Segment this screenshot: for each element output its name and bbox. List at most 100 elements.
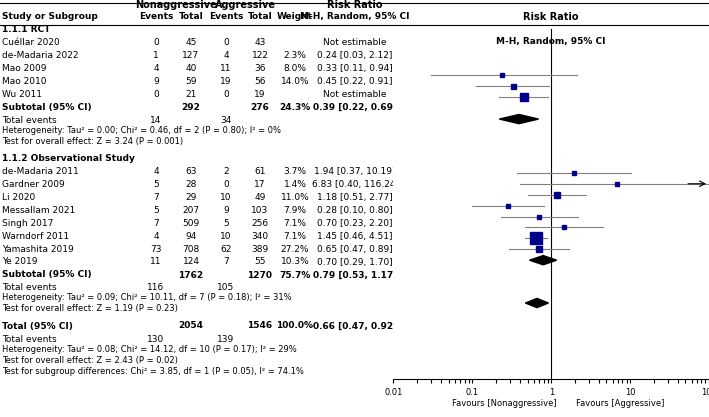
Text: Test for subgroup differences: Chi² = 3.85, df = 1 (P = 0.05), I² = 74.1%: Test for subgroup differences: Chi² = 3.…	[2, 367, 304, 377]
Text: 27.2%: 27.2%	[281, 244, 309, 254]
Text: 100.0%: 100.0%	[277, 322, 313, 331]
Text: 0: 0	[153, 38, 159, 47]
Text: 0.33 [0.11, 0.94]: 0.33 [0.11, 0.94]	[317, 63, 393, 73]
Text: 19: 19	[255, 90, 266, 98]
Text: Ye 2019: Ye 2019	[2, 258, 38, 266]
Text: 389: 389	[252, 244, 269, 254]
Text: 4: 4	[223, 50, 229, 60]
Text: Warndorf 2011: Warndorf 2011	[2, 231, 69, 241]
Text: Test for overall effect: Z = 1.19 (P = 0.23): Test for overall effect: Z = 1.19 (P = 0…	[2, 304, 178, 314]
Text: 0.70 [0.23, 2.20]: 0.70 [0.23, 2.20]	[317, 219, 393, 228]
Text: 1.1.1 RCT: 1.1.1 RCT	[2, 25, 50, 33]
Text: 2: 2	[223, 166, 229, 176]
Text: Heterogeneity: Tau² = 0.00; Chi² = 0.46, df = 2 (P = 0.80); I² = 0%: Heterogeneity: Tau² = 0.00; Chi² = 0.46,…	[2, 126, 281, 135]
Text: Singh 2017: Singh 2017	[2, 219, 53, 228]
Text: 2054: 2054	[179, 322, 203, 331]
Text: 256: 256	[252, 219, 269, 228]
Text: 1270: 1270	[247, 271, 272, 279]
Text: 45: 45	[185, 38, 196, 47]
Text: 0.24 [0.03, 2.12]: 0.24 [0.03, 2.12]	[318, 50, 393, 60]
Text: 1: 1	[153, 50, 159, 60]
Text: Weight: Weight	[277, 12, 313, 20]
Text: Aggressive: Aggressive	[215, 0, 276, 10]
Text: 0.79 [0.53, 1.17]: 0.79 [0.53, 1.17]	[313, 271, 397, 279]
Text: 8.0%: 8.0%	[284, 63, 306, 73]
Text: 1.1.2 Observational Study: 1.1.2 Observational Study	[2, 153, 135, 163]
Text: 10: 10	[220, 231, 232, 241]
Text: 0.70 [0.29, 1.70]: 0.70 [0.29, 1.70]	[317, 258, 393, 266]
Text: 0: 0	[223, 38, 229, 47]
Text: 73: 73	[150, 244, 162, 254]
Text: Total (95% CI): Total (95% CI)	[2, 322, 73, 331]
Text: 49: 49	[255, 193, 266, 201]
Text: 34: 34	[220, 116, 232, 125]
Text: 4: 4	[153, 231, 159, 241]
Text: 55: 55	[255, 258, 266, 266]
Text: 708: 708	[182, 244, 200, 254]
Text: M-H, Random, 95% CI: M-H, Random, 95% CI	[300, 12, 410, 20]
Text: Li 2020: Li 2020	[2, 193, 35, 201]
Text: Events: Events	[139, 12, 173, 20]
Text: 29: 29	[185, 193, 196, 201]
Polygon shape	[525, 299, 548, 308]
Polygon shape	[499, 114, 539, 124]
Text: 17: 17	[255, 179, 266, 188]
Text: Heterogeneity: Tau² = 0.09; Chi² = 10.11, df = 7 (P = 0.18); I² = 31%: Heterogeneity: Tau² = 0.09; Chi² = 10.11…	[2, 294, 291, 302]
Text: Total: Total	[179, 12, 203, 20]
Text: 19: 19	[220, 76, 232, 85]
Text: 2.3%: 2.3%	[284, 50, 306, 60]
Text: 0: 0	[153, 90, 159, 98]
Text: 0: 0	[223, 179, 229, 188]
Text: 1762: 1762	[179, 271, 203, 279]
Text: Total events: Total events	[2, 284, 57, 292]
Text: 61: 61	[255, 166, 266, 176]
Text: 103: 103	[252, 206, 269, 214]
Text: 4: 4	[153, 63, 159, 73]
Text: 122: 122	[252, 50, 269, 60]
Text: 5: 5	[153, 179, 159, 188]
Text: 124: 124	[182, 258, 199, 266]
Text: 0.45 [0.22, 0.91]: 0.45 [0.22, 0.91]	[317, 76, 393, 85]
Text: Subtotal (95% CI): Subtotal (95% CI)	[2, 271, 91, 279]
Text: 105: 105	[218, 284, 235, 292]
Text: Messallam 2021: Messallam 2021	[2, 206, 75, 214]
Text: Gardner 2009: Gardner 2009	[2, 179, 65, 188]
Text: 139: 139	[218, 334, 235, 344]
Text: 11: 11	[150, 258, 162, 266]
Text: 1.94 [0.37, 10.19]: 1.94 [0.37, 10.19]	[314, 166, 396, 176]
Text: 63: 63	[185, 166, 197, 176]
Text: 6.83 [0.40, 116.24]: 6.83 [0.40, 116.24]	[311, 179, 398, 188]
Text: 1546: 1546	[247, 322, 272, 331]
Text: 4: 4	[153, 166, 159, 176]
Text: 292: 292	[182, 103, 201, 111]
Text: 1.4%: 1.4%	[284, 179, 306, 188]
Text: 24.3%: 24.3%	[279, 103, 311, 111]
Text: 10: 10	[220, 193, 232, 201]
Text: 207: 207	[182, 206, 199, 214]
Text: 7.1%: 7.1%	[284, 231, 306, 241]
Text: Total: Total	[247, 12, 272, 20]
Text: Favours [Nonaggressive]: Favours [Nonaggressive]	[452, 399, 557, 408]
Text: 7: 7	[153, 193, 159, 201]
Text: Mao 2010: Mao 2010	[2, 76, 47, 85]
Text: 40: 40	[185, 63, 196, 73]
Text: Total events: Total events	[2, 334, 57, 344]
Text: 10.3%: 10.3%	[281, 258, 309, 266]
Text: 0.65 [0.47, 0.89]: 0.65 [0.47, 0.89]	[317, 244, 393, 254]
Text: M-H, Random, 95% CI: M-H, Random, 95% CI	[496, 37, 606, 46]
Text: 9: 9	[223, 206, 229, 214]
Polygon shape	[530, 256, 557, 265]
Text: 94: 94	[185, 231, 196, 241]
Text: Not estimable: Not estimable	[323, 90, 386, 98]
Text: 11.0%: 11.0%	[281, 193, 309, 201]
Text: Risk Ratio: Risk Ratio	[523, 12, 579, 22]
Text: 56: 56	[255, 76, 266, 85]
Text: 340: 340	[252, 231, 269, 241]
Text: Not estimable: Not estimable	[323, 38, 386, 47]
Text: 0.39 [0.22, 0.69]: 0.39 [0.22, 0.69]	[313, 103, 397, 111]
Text: Wu 2011: Wu 2011	[2, 90, 42, 98]
Text: 62: 62	[220, 244, 232, 254]
Text: de-Madaria 2022: de-Madaria 2022	[2, 50, 79, 60]
Text: Total events: Total events	[2, 116, 57, 125]
Text: 0.66 [0.47, 0.92]: 0.66 [0.47, 0.92]	[313, 322, 397, 331]
